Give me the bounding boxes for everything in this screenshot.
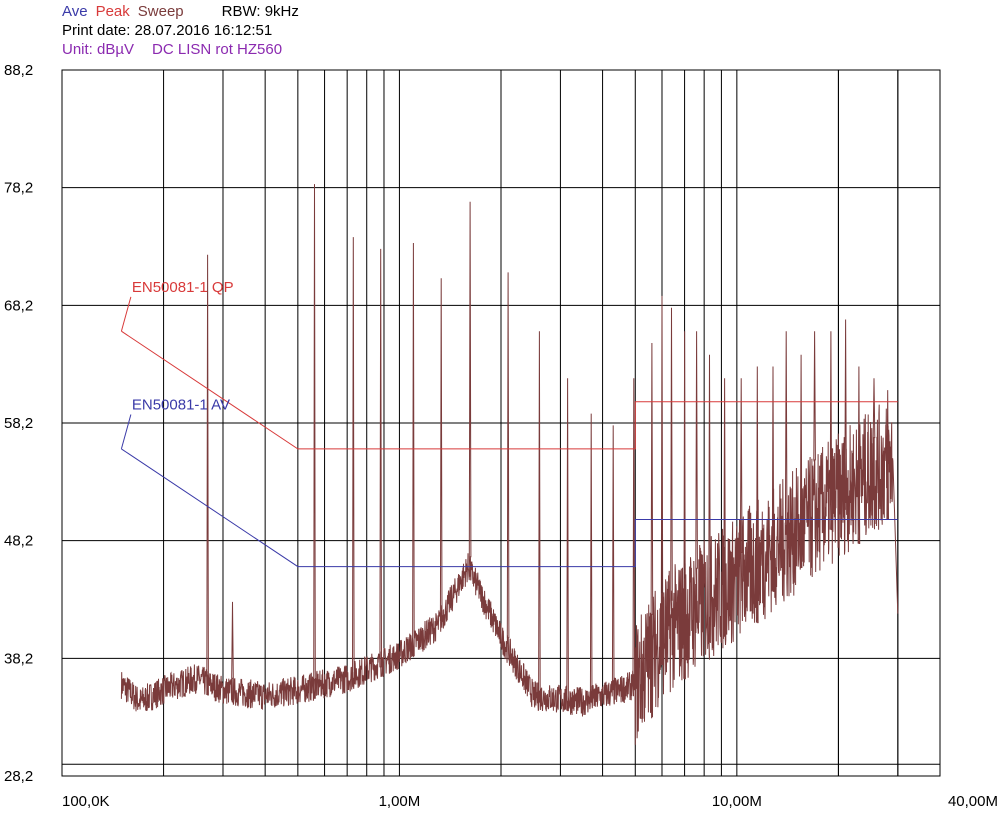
legend-line: Ave Peak Sweep RBW: 9kHz xyxy=(62,2,299,21)
y-tick-label: 58,2 xyxy=(4,415,33,432)
x-tick-label: 100,0K xyxy=(62,793,110,810)
y-tick-label: 38,2 xyxy=(4,650,33,667)
x-tick-label: 10,00M xyxy=(712,793,762,810)
av-limit-label: EN50081-1 AV xyxy=(132,397,230,414)
legend-sweep: Sweep xyxy=(137,3,184,20)
y-tick-label: 28,2 xyxy=(4,768,33,785)
unit-label: Unit: dBµV xyxy=(62,41,135,58)
limit-leader xyxy=(120,296,132,332)
y-tick-label: 48,2 xyxy=(4,533,33,550)
limit-leader xyxy=(120,414,132,450)
rbw-label: RBW: 9kHz xyxy=(221,3,299,20)
lisn-description: DC LISN rot HZ560 xyxy=(152,41,283,58)
qp-limit-label: EN50081-1 QP xyxy=(132,279,234,296)
sweep-trace xyxy=(120,184,899,745)
av-limit-line xyxy=(121,448,898,568)
y-tick-label: 68,2 xyxy=(4,297,33,314)
qp-limit-line xyxy=(121,330,898,450)
x-tick-label: 1,00M xyxy=(379,793,421,810)
y-tick-label: 78,2 xyxy=(4,180,33,197)
y-tick-label: 88,2 xyxy=(4,62,33,79)
legend-peak: Peak xyxy=(95,3,130,20)
unit-line: Unit: dBµV DC LISN rot HZ560 xyxy=(62,40,282,59)
print-date: Print date: 28.07.2016 16:12:51 xyxy=(62,22,273,39)
x-tick-label: 40,00M xyxy=(948,793,998,810)
legend-ave: Ave xyxy=(62,3,88,20)
